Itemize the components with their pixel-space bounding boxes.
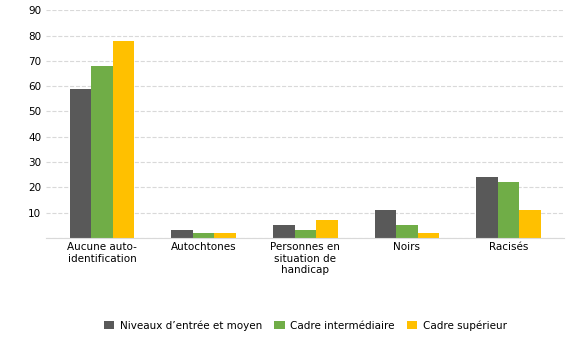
Bar [520, 210, 541, 238]
Bar [294, 231, 316, 238]
Bar [498, 182, 520, 238]
Bar [91, 66, 113, 238]
Bar [273, 225, 294, 238]
Bar [316, 220, 338, 238]
Bar [396, 225, 418, 238]
Bar [171, 231, 193, 238]
Bar [476, 177, 498, 238]
Bar [374, 210, 396, 238]
Bar [70, 89, 91, 238]
Bar [418, 233, 439, 238]
Legend: Niveaux d’entrée et moyen, Cadre intermédiaire, Cadre supérieur: Niveaux d’entrée et moyen, Cadre intermé… [100, 316, 511, 335]
Bar [113, 40, 134, 238]
Bar [193, 233, 214, 238]
Bar [214, 233, 236, 238]
